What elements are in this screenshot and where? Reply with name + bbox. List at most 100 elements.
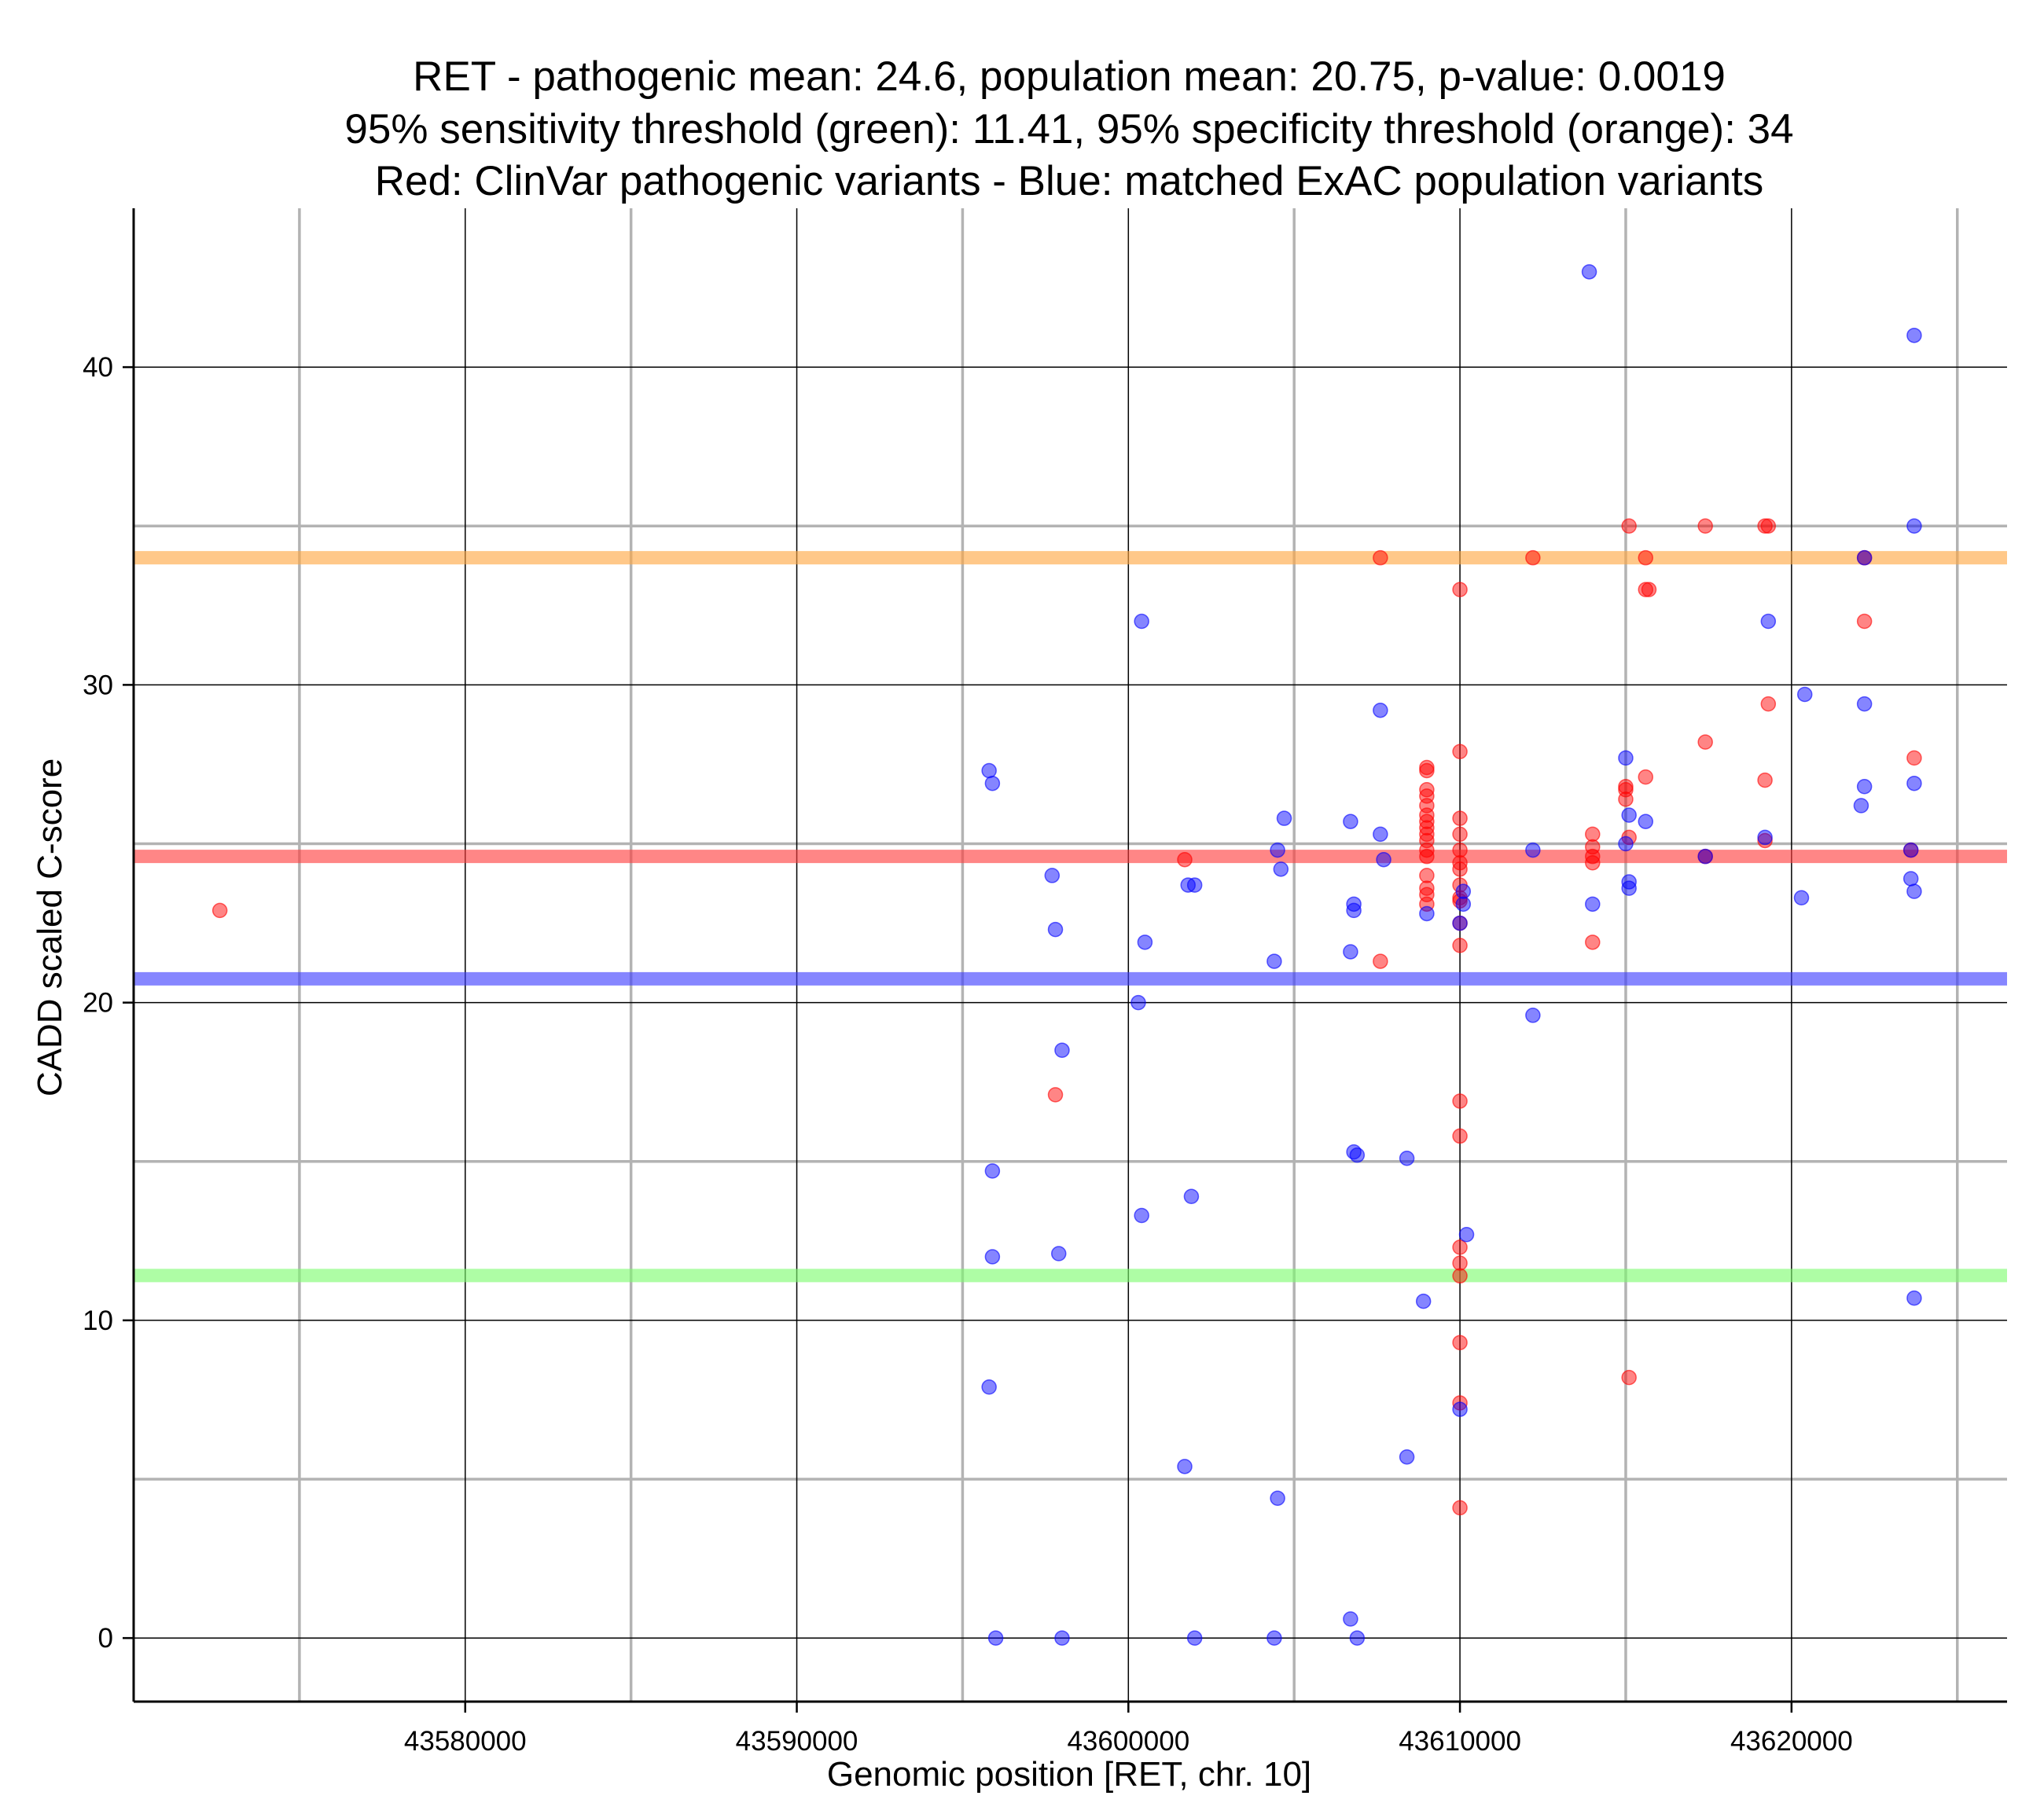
x-axis-ticks: 43580000 43590000 43600000 43610000 43620000 [404, 1702, 1853, 1757]
population-point [1621, 880, 1637, 896]
pathogenic-point [1638, 769, 1654, 785]
pathogenic-point [1419, 807, 1435, 823]
pathogenic-point [1760, 696, 1777, 712]
population-point [1856, 549, 1873, 566]
population-point [1856, 696, 1873, 712]
pathogenic-point [1621, 518, 1637, 534]
population-point [1525, 842, 1541, 858]
population-point [1525, 1008, 1541, 1023]
pathogenic-point [1047, 1087, 1064, 1103]
population-point [981, 762, 997, 779]
pathogenic-point [211, 902, 228, 919]
pathogenic-point [1452, 744, 1468, 760]
pathogenic-point [1419, 848, 1435, 865]
population-point [1452, 915, 1468, 931]
population-point [1621, 874, 1637, 890]
population-point [1137, 935, 1153, 950]
y-axis-title: CADD scaled C-score [31, 758, 69, 1096]
y-tick-label: 40 [83, 352, 113, 383]
pathogenic-point [1419, 813, 1435, 829]
population-point [1134, 1207, 1149, 1224]
population-point [1399, 1449, 1415, 1465]
pathogenic-point [1419, 826, 1435, 843]
population-point [1270, 1490, 1285, 1507]
pathogenic-point [1177, 851, 1193, 868]
population-point [1618, 835, 1634, 852]
pathogenic-point [1757, 518, 1773, 534]
population-point [1399, 1150, 1415, 1166]
reference-lines [134, 551, 2007, 1283]
y-tick-label: 30 [83, 670, 113, 700]
pathogenic-point [1697, 734, 1713, 750]
pathogenic-point [1452, 810, 1468, 826]
population-point [1638, 813, 1654, 829]
pathogenic-point [1452, 855, 1468, 871]
population-point [981, 1379, 997, 1395]
population-point [1177, 1459, 1193, 1474]
population-point [1183, 1188, 1200, 1204]
pathogenic-point [1452, 1093, 1468, 1109]
pathogenic-point [1452, 1268, 1468, 1284]
pathogenic-point [1618, 791, 1634, 807]
population-point [1266, 953, 1282, 969]
pathogenic-point [1757, 772, 1773, 788]
population-point [1346, 896, 1362, 913]
population-point [1455, 896, 1472, 913]
population-point [1130, 994, 1146, 1011]
population-point [1618, 750, 1634, 766]
population-point [1276, 810, 1292, 826]
population-point [1902, 842, 1919, 858]
pathogenic-point [1419, 762, 1435, 779]
population-point [1581, 264, 1597, 280]
y-axis-ticks: 0 10 20 30 40 [83, 352, 134, 1654]
population-point [1054, 1042, 1070, 1059]
population-point [1856, 778, 1873, 795]
pathogenic-point [1585, 935, 1601, 950]
pathogenic-point [1419, 782, 1435, 798]
population-point [1346, 902, 1362, 919]
pathogenic-point [1419, 868, 1435, 883]
pathogenic-point [1641, 582, 1657, 597]
pathogenic-point [1452, 842, 1468, 858]
x-tick-label: 43620000 [1730, 1726, 1853, 1757]
population-point [1186, 1630, 1203, 1646]
y-tick-label: 10 [83, 1305, 113, 1336]
population-point [1760, 613, 1777, 630]
population-point [984, 1163, 1001, 1179]
population-point [1270, 842, 1285, 858]
pathogenic-point [1856, 613, 1873, 630]
population-point [1343, 1611, 1358, 1627]
y-tick-label: 20 [83, 988, 113, 1019]
pathogenic-point [1452, 1128, 1468, 1144]
pathogenic-point [1621, 1369, 1637, 1386]
pathogenic-point [1525, 549, 1541, 566]
population-point [1349, 1147, 1366, 1163]
population-point [1455, 883, 1472, 899]
population-point [1458, 1226, 1475, 1243]
population-point [984, 1249, 1001, 1265]
x-tick-label: 43590000 [736, 1726, 858, 1757]
pathogenic-point [1452, 861, 1468, 877]
pathogenic-point [1373, 953, 1388, 969]
minor-grid [134, 208, 2007, 1702]
population-point [1621, 807, 1637, 823]
population-point [984, 775, 1001, 791]
pathogenic-point [1419, 880, 1435, 896]
pathogenic-point [1906, 750, 1922, 766]
chart-title-line-2: 95% sensitivity threshold (green): 11.41… [344, 106, 1793, 152]
population-point [1266, 1630, 1282, 1646]
x-tick-label: 43580000 [404, 1726, 527, 1757]
pathogenic-point [1638, 582, 1654, 597]
pathogenic-point [1452, 938, 1468, 953]
pathogenic-point [1585, 848, 1601, 865]
pathogenic-point [1585, 855, 1601, 871]
population-point [1796, 686, 1813, 703]
population-point [1906, 883, 1922, 899]
population-point [1047, 921, 1064, 938]
population-point [1054, 1630, 1070, 1646]
pathogenic-point [1452, 1255, 1468, 1271]
pathogenic-point [1452, 1500, 1468, 1516]
pathogenic-point [1452, 1239, 1468, 1255]
pathogenic-point [1697, 518, 1713, 534]
major-grid [134, 208, 2007, 1702]
